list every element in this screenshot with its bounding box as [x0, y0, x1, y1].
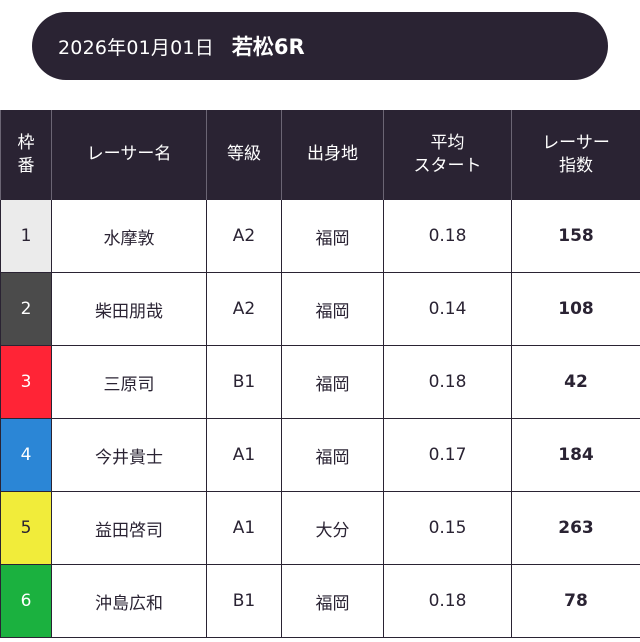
header-waku-line1: 枠 [17, 132, 35, 153]
table-row: 2 柴田朋哉 A2 福岡 0.14 108 [0, 272, 640, 346]
header-avg-line1: 平均 [430, 132, 465, 153]
header-index: レーサー 指数 [511, 110, 640, 200]
header-index-line2: 指数 [559, 155, 593, 176]
header-hometown: 出身地 [281, 110, 384, 200]
table-header-row: 枠 番 レーサー名 等級 出身地 平均 スタート レーサー 指数 [0, 110, 640, 200]
waku-cell: 2 [0, 272, 52, 346]
racer-index: 108 [511, 272, 640, 346]
racer-grade: A2 [206, 199, 282, 273]
table-row: 5 益田啓司 A1 大分 0.15 263 [0, 491, 640, 565]
race-title: 若松6R [231, 35, 305, 59]
table-row: 4 今井貴士 A1 福岡 0.17 184 [0, 418, 640, 492]
header-waku-line2: 番 [17, 155, 35, 176]
racer-grade: A2 [206, 272, 282, 346]
header-index-line1: レーサー [542, 132, 610, 153]
racer-avg-start: 0.15 [383, 491, 512, 565]
racer-index: 42 [511, 345, 640, 419]
racer-avg-start: 0.18 [383, 345, 512, 419]
header-waku: 枠 番 [0, 110, 52, 200]
racer-index: 184 [511, 418, 640, 492]
header-grade: 等級 [206, 110, 282, 200]
race-header-bar: 2026年01月01日 若松6R [32, 12, 608, 80]
racer-name: 水摩敦 [51, 199, 207, 273]
racer-index: 158 [511, 199, 640, 273]
waku-cell: 6 [0, 564, 52, 638]
racer-name: 今井貴士 [51, 418, 207, 492]
waku-cell: 1 [0, 199, 52, 273]
racer-name: 沖島広和 [51, 564, 207, 638]
racer-name: 柴田朋哉 [51, 272, 207, 346]
racer-hometown: 福岡 [281, 564, 384, 638]
header-avg-start: 平均 スタート [383, 110, 512, 200]
racer-table: 枠 番 レーサー名 等級 出身地 平均 スタート レーサー 指数 1 水摩敦 A… [0, 110, 640, 638]
racer-avg-start: 0.14 [383, 272, 512, 346]
table-row: 6 沖島広和 B1 福岡 0.18 78 [0, 564, 640, 638]
racer-grade: A1 [206, 418, 282, 492]
racer-hometown: 福岡 [281, 199, 384, 273]
racer-avg-start: 0.18 [383, 199, 512, 273]
waku-cell: 4 [0, 418, 52, 492]
racer-avg-start: 0.18 [383, 564, 512, 638]
waku-cell: 5 [0, 491, 52, 565]
racer-name: 益田啓司 [51, 491, 207, 565]
racer-hometown: 福岡 [281, 345, 384, 419]
racer-index: 78 [511, 564, 640, 638]
racer-hometown: 福岡 [281, 418, 384, 492]
race-date: 2026年01月01日 [58, 36, 214, 59]
racer-name: 三原司 [51, 345, 207, 419]
racer-index: 263 [511, 491, 640, 565]
header-avg-line2: スタート [413, 155, 482, 176]
racer-grade: B1 [206, 345, 282, 419]
header-name: レーサー名 [51, 110, 207, 200]
table-row: 3 三原司 B1 福岡 0.18 42 [0, 345, 640, 419]
racer-avg-start: 0.17 [383, 418, 512, 492]
racer-grade: B1 [206, 564, 282, 638]
table-row: 1 水摩敦 A2 福岡 0.18 158 [0, 199, 640, 273]
racer-grade: A1 [206, 491, 282, 565]
waku-cell: 3 [0, 345, 52, 419]
racer-hometown: 大分 [281, 491, 384, 565]
racer-hometown: 福岡 [281, 272, 384, 346]
